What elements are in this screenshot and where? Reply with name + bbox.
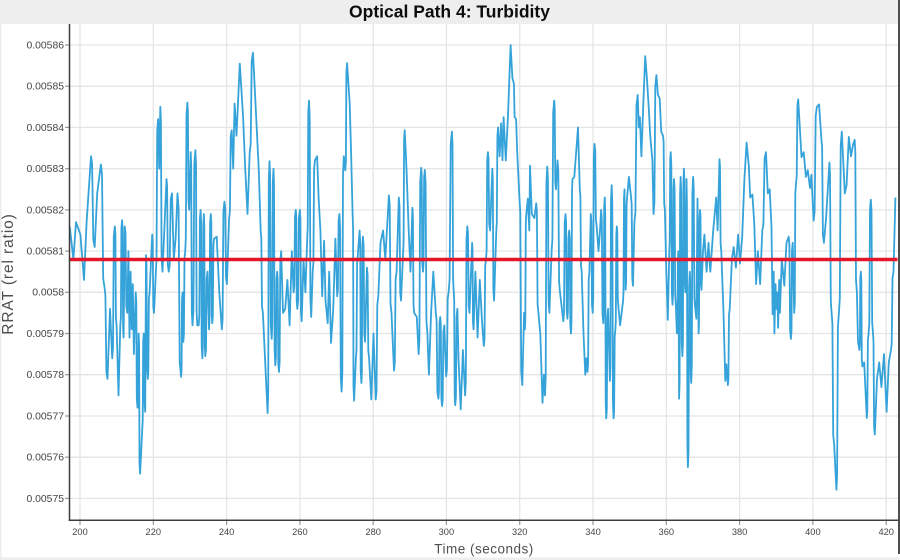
svg-text:Optical Path 4: Turbidity: Optical Path 4: Turbidity <box>349 2 550 22</box>
svg-text:0.00579: 0.00579 <box>26 329 64 340</box>
svg-text:400: 400 <box>805 527 821 537</box>
svg-text:240: 240 <box>219 527 235 537</box>
svg-text:0.00581: 0.00581 <box>26 247 64 258</box>
svg-text:0.00575: 0.00575 <box>26 494 64 505</box>
svg-text:0.00577: 0.00577 <box>26 411 64 422</box>
svg-text:0.00584: 0.00584 <box>26 123 64 134</box>
svg-text:340: 340 <box>585 527 601 537</box>
svg-text:380: 380 <box>732 527 748 537</box>
svg-text:0.00578: 0.00578 <box>26 370 64 381</box>
svg-text:0.00586: 0.00586 <box>26 40 64 51</box>
svg-text:0.00582: 0.00582 <box>26 205 64 216</box>
svg-text:0.00585: 0.00585 <box>26 82 64 93</box>
svg-text:260: 260 <box>292 527 308 537</box>
svg-text:220: 220 <box>146 527 162 537</box>
svg-text:0.00576: 0.00576 <box>26 453 64 464</box>
svg-text:300: 300 <box>439 527 455 537</box>
svg-text:0.0058: 0.0058 <box>32 288 64 299</box>
svg-text:Time (seconds): Time (seconds) <box>434 542 534 557</box>
svg-text:280: 280 <box>365 527 381 537</box>
svg-text:RRAT (rel ratio): RRAT (rel ratio) <box>0 213 17 334</box>
svg-text:200: 200 <box>72 527 88 537</box>
svg-text:320: 320 <box>512 527 528 537</box>
svg-text:0.00583: 0.00583 <box>26 164 64 175</box>
svg-text:420: 420 <box>878 527 894 537</box>
svg-text:360: 360 <box>659 527 675 537</box>
